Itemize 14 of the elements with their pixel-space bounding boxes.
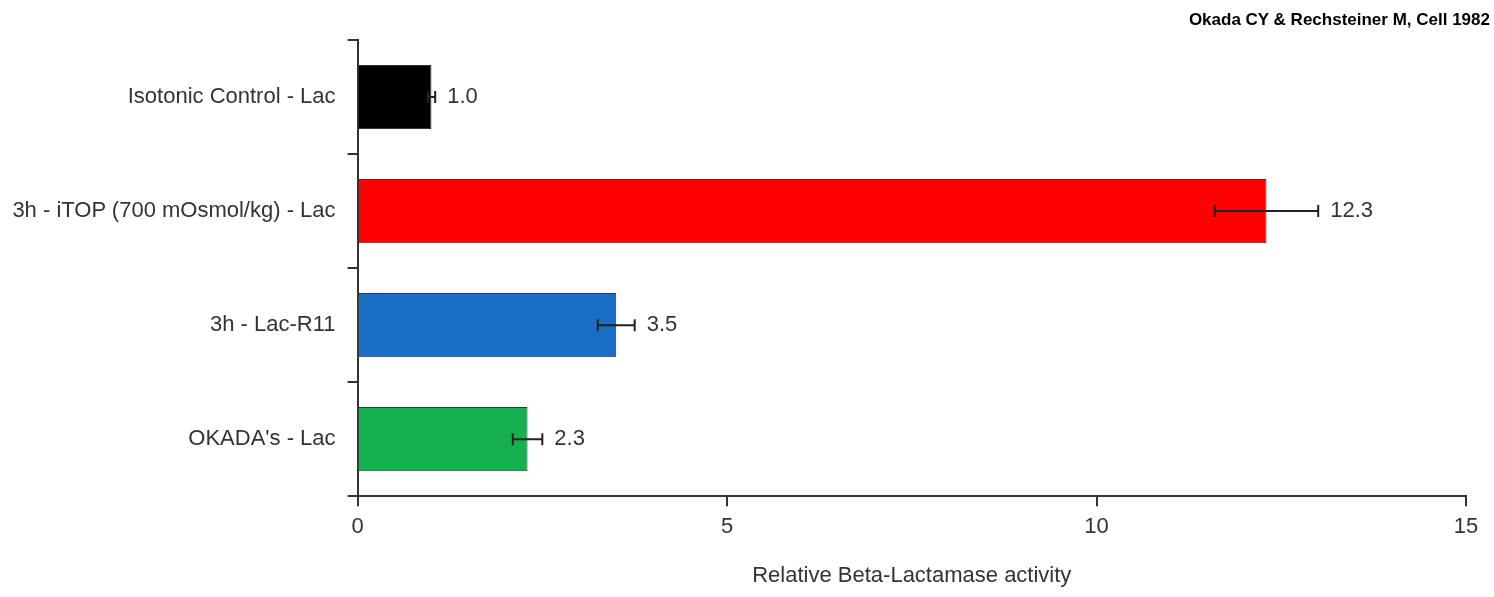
x-tick-label: 10 [1084, 513, 1109, 539]
text: Okada CY & Rechsteiner M, Cell 1982 [1188, 10, 1490, 30]
data-label: 1.0 [447, 83, 478, 109]
y-tick-label: 3h - iTOP (700 mOsmol/kg) - Lac [12, 197, 336, 223]
y-tick-label: Isotonic Control - Lac [127, 83, 336, 109]
x-tick-label: 0 [351, 513, 364, 539]
data-label: 2.3 [554, 425, 585, 451]
y-tick-label: 3h - Lac-R11 [210, 311, 336, 337]
data-label: 12.3 [1330, 197, 1374, 223]
x-tick-label: 15 [1453, 513, 1479, 539]
y-tick-label: OKADA's - Lac [188, 425, 336, 451]
x-tick-label: 5 [720, 513, 734, 539]
data-label: 3.5 [646, 311, 678, 337]
x-axis-title: Relative Beta-Lactamase activity [752, 561, 1072, 587]
